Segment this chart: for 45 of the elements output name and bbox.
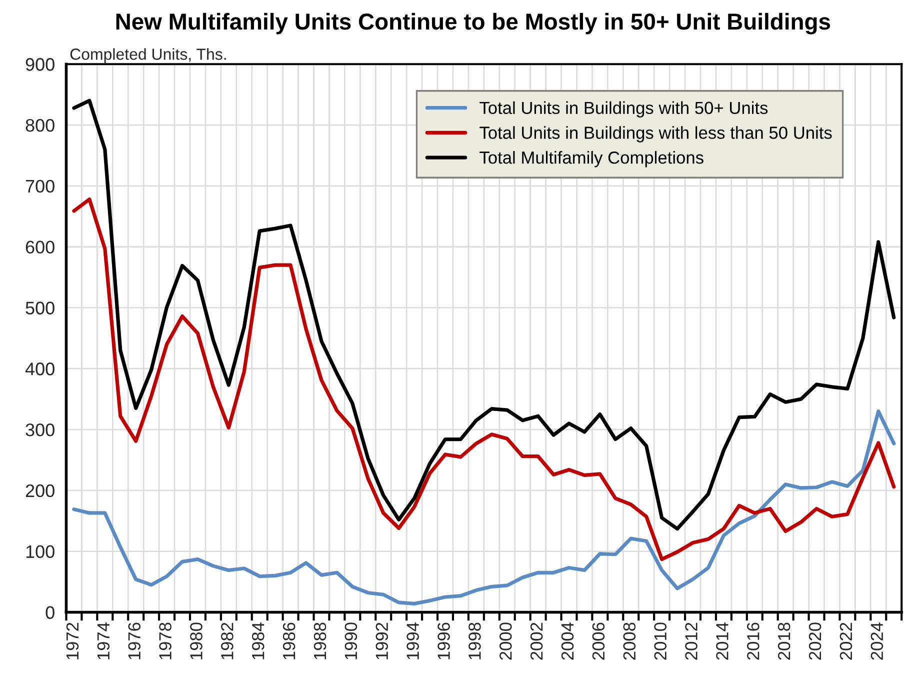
y-tick-label: 0: [46, 606, 54, 619]
y-tick-label: 600: [26, 240, 54, 254]
line-series: [72, 409, 896, 606]
x-tick-label: 1986: [282, 622, 296, 660]
x-tick-label: 2008: [623, 622, 636, 660]
x-tick-label: 1984: [252, 622, 264, 660]
y-tick-label: 900: [26, 58, 54, 71]
y-axis-title: Completed Units, Ths.: [70, 48, 226, 64]
x-tick-label: 1976: [128, 622, 141, 660]
x-tick-label: 1972: [66, 622, 79, 660]
legend-label: Total Units in Buildings with 50+ Units: [480, 101, 768, 118]
x-tick-label: 1980: [190, 622, 202, 660]
x-tick-label: 1988: [314, 622, 326, 660]
y-tick-label: 700: [26, 180, 54, 193]
x-tick-label: 1978: [159, 622, 172, 660]
x-tick-label: 2010: [654, 622, 666, 660]
x-tick-label: 1982: [221, 622, 234, 660]
x-tick-label: 1990: [344, 622, 358, 660]
line-series: [72, 98, 896, 531]
x-tick-label: 2012: [685, 622, 698, 660]
x-tick-label: 2002: [530, 622, 543, 660]
x-tick-label: 1974: [97, 622, 110, 660]
y-tick-label: 400: [25, 362, 54, 376]
x-tick-label: 2018: [778, 622, 790, 660]
x-tick-label: 2016: [747, 622, 760, 660]
y-tick-label: 300: [26, 423, 54, 436]
x-tick-label: 2020: [808, 622, 822, 660]
x-tick-label: 1996: [438, 622, 450, 660]
x-tick-label: 2004: [561, 622, 574, 660]
x-tick-label: 2000: [499, 622, 512, 660]
x-tick-label: 2014: [716, 622, 728, 660]
y-tick-label: 100: [26, 545, 54, 558]
x-tick-label: 1994: [406, 622, 419, 660]
y-tick-label: 800: [26, 118, 54, 132]
legend-label: Total Multifamily Completions: [480, 151, 704, 168]
chart-title: New Multifamily Units Continue to be Mostly in 50+ Unit Buildings: [116, 12, 830, 34]
x-tick-label: 2022: [840, 622, 852, 660]
x-tick-label: 2024: [870, 622, 884, 660]
legend-label: Total Units in Buildings with less than 50 Units: [480, 126, 832, 142]
x-tick-label: 1992: [376, 622, 388, 660]
line-series: [72, 198, 896, 562]
y-tick-label: 500: [26, 302, 54, 314]
x-tick-label: 1998: [468, 622, 481, 660]
x-tick-label: 2006: [592, 622, 605, 660]
y-tick-label: 200: [26, 484, 54, 498]
